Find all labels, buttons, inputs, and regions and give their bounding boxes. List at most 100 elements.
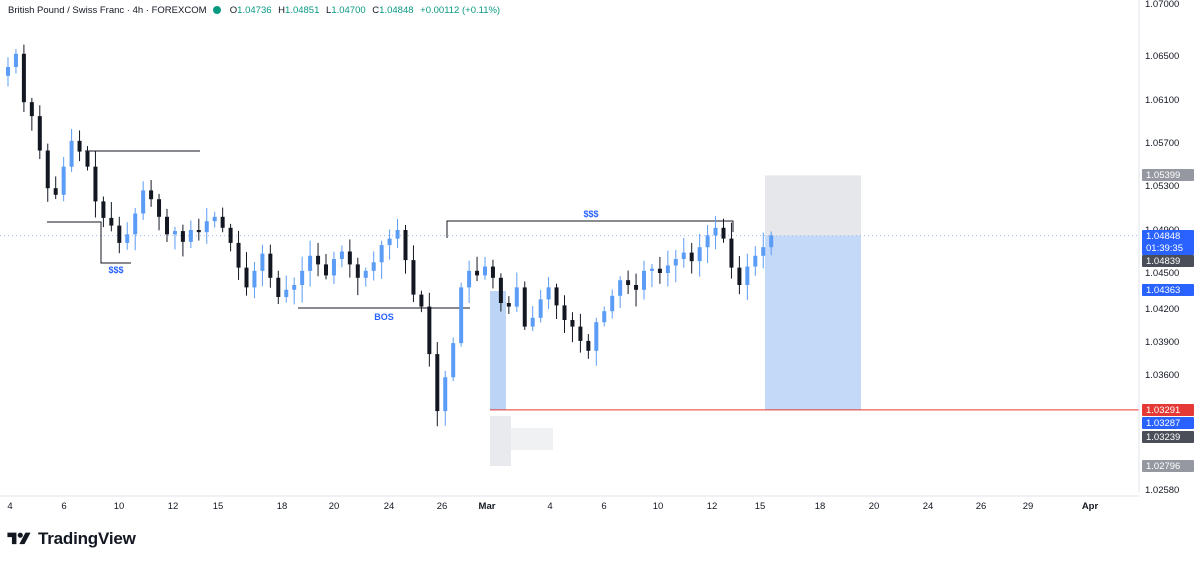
time-tick: Apr: [1082, 501, 1099, 512]
candle-body: [665, 265, 670, 273]
candle-body: [157, 199, 162, 217]
time-tick: 20: [329, 501, 340, 512]
target-price-badge-bg: [1142, 169, 1194, 181]
liquidity-line-right: [446, 220, 734, 238]
high-label: H: [278, 5, 286, 16]
candle-body: [403, 230, 408, 261]
candle-body: [180, 231, 185, 242]
bos-label: BOS: [374, 312, 394, 322]
time-tick: Mar: [479, 501, 496, 512]
candle-body: [188, 230, 193, 242]
candle-body: [172, 231, 177, 235]
candle-body: [61, 166, 66, 195]
candle-body: [475, 270, 480, 276]
stop-price-badge-bg: [1142, 404, 1194, 416]
candle-body: [347, 251, 352, 265]
candle-body: [538, 299, 543, 318]
stop-grey-badge-bg: [1142, 431, 1194, 443]
candle-body: [6, 67, 10, 76]
candle-body: [586, 340, 591, 351]
countdown-label: 01:39:35: [1146, 243, 1183, 254]
candle-body: [594, 322, 599, 351]
candle-body: [165, 216, 169, 235]
candle-body: [642, 270, 646, 290]
fvg-zone: [511, 428, 553, 450]
symbol-legend[interactable]: British Pound / Swiss Franc · 4h · FOREX…: [8, 5, 504, 16]
liquidity-line-left: [47, 221, 131, 264]
price-tick: 1.04200: [1145, 304, 1179, 315]
candle-body: [133, 213, 138, 235]
candle-body: [149, 190, 154, 200]
time-tick: 6: [601, 501, 606, 512]
candle-body: [204, 221, 209, 233]
candle-body: [618, 280, 623, 296]
candle-body: [522, 287, 527, 327]
tradingview-logo-icon: [7, 532, 31, 545]
time-tick: 12: [168, 501, 179, 512]
sweep-zone: [490, 416, 511, 466]
close-value: 1.04848: [379, 5, 414, 16]
candle-body: [308, 255, 313, 271]
candle-body: [546, 287, 551, 300]
time-tick: 15: [213, 501, 224, 512]
target-price-badge: 1.05399: [1146, 170, 1180, 181]
price-tick: 1.05700: [1145, 138, 1179, 149]
candle-body: [363, 270, 368, 278]
time-tick: 24: [384, 501, 395, 512]
candle-body: [53, 188, 58, 195]
candle-body: [451, 343, 456, 378]
close-label: C: [372, 5, 380, 16]
price-tick: 1.03600: [1145, 370, 1179, 381]
price-tick: 1.02580: [1145, 485, 1179, 496]
time-tick: 4: [547, 501, 552, 512]
candle-body: [506, 303, 511, 307]
candle-body: [395, 230, 400, 239]
candle-body: [530, 317, 535, 327]
candle-body: [13, 53, 18, 67]
candle-body: [260, 253, 265, 271]
time-tick: 24: [923, 501, 934, 512]
candle-body: [45, 150, 50, 189]
candle-body: [657, 268, 662, 273]
candle-body: [435, 354, 440, 412]
candle-body: [705, 235, 710, 248]
tradingview-logo[interactable]: TradingView: [6, 529, 136, 549]
candle-body: [324, 264, 328, 276]
price-tick: 1.06100: [1145, 95, 1179, 106]
candle-body: [292, 285, 297, 290]
candle-body: [316, 255, 321, 265]
candle-body: [761, 247, 766, 256]
candle-body: [483, 266, 487, 276]
level-price-badge-bg: [1142, 284, 1194, 296]
stop-grey-badge: 1.03239: [1146, 432, 1180, 443]
low-value: 1.04700: [331, 5, 366, 16]
candle-body: [745, 266, 750, 285]
open-label: O: [229, 5, 238, 16]
low-label: L: [326, 5, 332, 16]
low-extreme-badge: 1.02796: [1146, 461, 1180, 472]
time-tick: 10: [653, 501, 664, 512]
time-tick: 18: [815, 501, 826, 512]
candle-body: [117, 225, 122, 243]
candle-body: [379, 245, 384, 263]
low-extreme-badge-bg: [1142, 460, 1194, 472]
candle-body: [276, 277, 281, 297]
stop-price-badge: 1.03291: [1146, 405, 1180, 416]
brand-name: TradingView: [38, 529, 136, 548]
time-tick: 26: [437, 501, 448, 512]
candle-body: [141, 190, 146, 214]
time-tick: 26: [976, 501, 987, 512]
change-value: +0.00112 (+0.11%): [420, 5, 501, 16]
time-tick: 6: [61, 501, 66, 512]
candle-body: [77, 140, 82, 152]
candle-body: [339, 251, 344, 260]
candle-body: [411, 260, 416, 295]
candle-body: [769, 235, 774, 248]
liquidity-label-top: $$$: [583, 209, 598, 219]
candle-body: [626, 280, 631, 285]
candle-body: [498, 277, 503, 303]
candle-body: [570, 320, 575, 327]
liquidity-label-left: $$$: [108, 265, 123, 275]
